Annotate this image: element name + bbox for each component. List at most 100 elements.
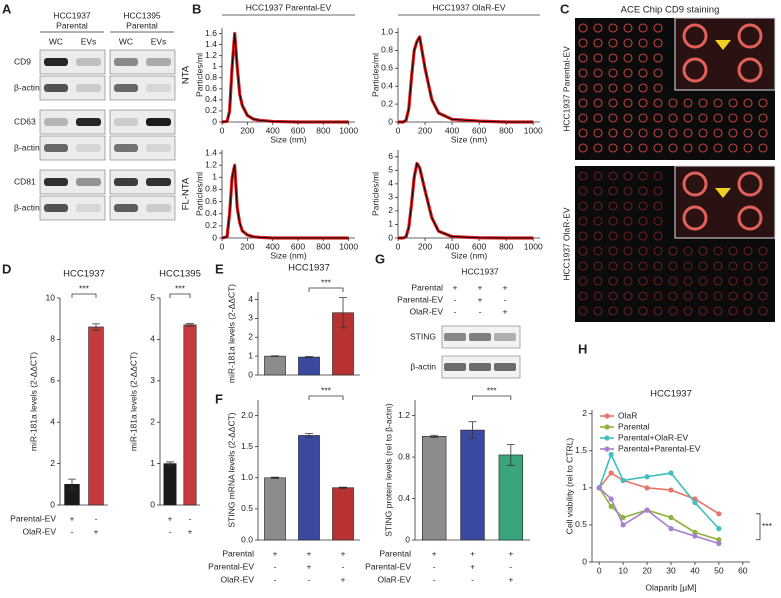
condition-name: Parental <box>411 282 443 292</box>
x-tick-label: 10 <box>618 565 628 575</box>
error-bar <box>271 476 279 479</box>
blot-row-label: β-actin <box>14 142 40 152</box>
chip-well <box>578 38 588 48</box>
blot-band <box>76 204 101 212</box>
chip-well <box>743 306 753 316</box>
blot-band <box>44 204 68 212</box>
chip-well <box>743 261 753 271</box>
y-axis-label: Particles/ml <box>370 53 380 97</box>
y-tick-label: 0 <box>388 116 393 126</box>
y-tick-label: 8 <box>50 334 55 344</box>
chip-well <box>578 276 588 286</box>
condition-mark: + <box>478 294 483 304</box>
inset-well <box>682 171 708 197</box>
chip-well <box>578 113 588 123</box>
blot-row-label: β-actin <box>14 202 40 212</box>
y-tick-label: 1 <box>388 219 393 229</box>
blot-band <box>146 58 171 66</box>
y-tick-label: 0.5 <box>241 503 253 513</box>
chip-well <box>623 291 633 301</box>
x-tick-label: 600 <box>472 125 486 135</box>
chip-well <box>758 113 768 123</box>
chip-well <box>698 306 708 316</box>
y-tick-label: 2 <box>150 416 155 426</box>
chip-well <box>758 261 768 271</box>
bar <box>332 487 354 541</box>
blot-band <box>444 333 466 341</box>
blot-band <box>494 363 516 371</box>
y-tick-label: 1.0 <box>241 472 253 482</box>
line <box>221 165 349 239</box>
x-axis-label: Size (nm) <box>451 134 488 144</box>
chip-well <box>638 113 648 123</box>
point <box>668 526 674 532</box>
line <box>398 35 534 123</box>
chip-well <box>623 201 633 211</box>
chip-well <box>728 246 738 256</box>
chip-well <box>653 171 663 181</box>
y-tick-label: 5 <box>150 292 155 302</box>
chip-well <box>728 113 738 123</box>
blot-row-label: CD81 <box>14 176 36 186</box>
x-tick-label: 20 <box>642 565 652 575</box>
x-tick-label: 600 <box>291 125 305 135</box>
chip-well <box>698 143 708 153</box>
chip-well <box>698 113 708 123</box>
y-tick-label: 6 <box>50 375 55 385</box>
chip-well <box>608 23 618 33</box>
condition-name: Parental-EV <box>365 561 411 571</box>
point <box>644 474 650 480</box>
blot-band <box>444 363 466 371</box>
point <box>692 500 698 506</box>
condition-mark: - <box>454 294 457 304</box>
chip-well <box>578 128 588 138</box>
condition-name: OlaR-EV <box>220 574 254 584</box>
bar <box>460 429 485 541</box>
line <box>598 452 720 530</box>
x-axis-label: Size (nm) <box>270 250 307 260</box>
significance: *** <box>321 385 332 395</box>
line <box>598 487 720 545</box>
blot-band <box>469 333 491 341</box>
bar <box>264 477 286 541</box>
chip-well <box>713 306 723 316</box>
chart-title: HCC1937 <box>288 263 330 274</box>
point <box>692 533 698 539</box>
chip-well <box>653 143 663 153</box>
condition-mark: - <box>504 294 507 304</box>
blot-band <box>44 144 68 152</box>
chip-well <box>623 23 633 33</box>
chip-well <box>653 201 663 211</box>
y-tick-label: 5 <box>388 165 393 175</box>
condition-name: Parental-EV <box>10 513 56 523</box>
chip-well <box>593 113 603 123</box>
condition-mark: + <box>508 574 513 584</box>
condition-mark: + <box>503 306 508 316</box>
condition-name: OlaR-EV <box>377 574 411 584</box>
y-tick-label: 1.5 <box>575 445 587 455</box>
chip-well <box>728 261 738 271</box>
chip-well <box>683 128 693 138</box>
y-tick-label: 0 <box>212 116 217 126</box>
blot-band <box>76 58 101 66</box>
y-tick-label: 1.2 <box>398 410 410 420</box>
inset-well <box>682 57 708 83</box>
row-label: NTA <box>181 65 192 84</box>
chip-well <box>638 276 648 286</box>
error-bar <box>68 478 76 490</box>
legend-label: Parental <box>618 421 650 431</box>
y-tick-label: 0.8 <box>205 184 217 194</box>
chip-well <box>698 246 708 256</box>
chip-well <box>578 231 588 241</box>
chip-well <box>623 98 633 108</box>
chip-well <box>623 171 633 181</box>
blot-row-label: CD9 <box>14 56 31 66</box>
chip-well <box>728 276 738 286</box>
blot-band <box>44 84 68 92</box>
chip-well <box>578 171 588 181</box>
chip-well <box>593 83 603 93</box>
chip-well <box>593 186 603 196</box>
blot-band <box>44 178 68 186</box>
x-tick-label: 0 <box>396 241 401 251</box>
chip-well <box>743 113 753 123</box>
